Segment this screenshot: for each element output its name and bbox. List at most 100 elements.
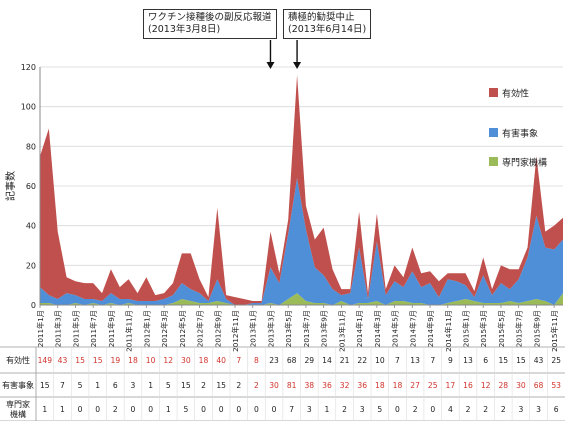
table-cell: 5 [78, 381, 83, 390]
table-cell: 27 [410, 381, 420, 390]
table-cell: 2 [254, 381, 259, 390]
legend-swatch [489, 128, 498, 137]
x-tick-label: 2015年9月 [532, 310, 541, 347]
legend-label: 専門家機構 [502, 157, 547, 169]
table-cell: 7 [289, 405, 294, 414]
table-cell: 13 [463, 356, 473, 365]
table-cell: 5 [166, 381, 171, 390]
area-series-1 [40, 178, 563, 305]
y-tick-label: 60 [26, 182, 36, 191]
table-cell: 8 [254, 356, 259, 365]
annotation-arrow-head [293, 62, 302, 69]
annotation-arrow-head [266, 62, 275, 69]
table-cell: 15 [181, 381, 191, 390]
y-tick-label: 100 [21, 103, 36, 112]
table-cell: 10 [146, 356, 156, 365]
y-tick-label: 40 [26, 222, 36, 231]
table-cell: 0 [78, 405, 83, 414]
table-cell: 12 [481, 381, 491, 390]
table-cell: 0 [254, 405, 259, 414]
table-cell: 15 [216, 381, 226, 390]
table-cell: 149 [38, 356, 53, 365]
y-tick-label: 0 [31, 301, 36, 310]
y-tick-label: 20 [26, 261, 36, 270]
table-cell: 30 [181, 356, 191, 365]
table-cell: 1 [166, 405, 171, 414]
x-tick-label: 2014年3月 [373, 310, 382, 347]
x-tick-label: 2013年11月 [337, 310, 346, 352]
table-cell: 3 [307, 405, 312, 414]
table-cell: 6 [483, 356, 488, 365]
legend-label: 有効性 [502, 88, 529, 100]
area-layer [40, 74, 563, 306]
table-cell: 16 [463, 381, 473, 390]
table-cell: 3 [360, 405, 365, 414]
table-cell: 6 [113, 381, 118, 390]
table-cell: 43 [534, 356, 544, 365]
table-cell: 2 [201, 381, 206, 390]
table-cell: 25 [428, 381, 438, 390]
table-cell: 23 [269, 356, 279, 365]
area-series-0 [40, 293, 563, 305]
x-tick-label: 2013年7月 [302, 310, 311, 347]
table-cell: 2 [466, 405, 471, 414]
table-row-label: 有害事象 [2, 380, 34, 390]
x-tick-label: 2013年3月 [266, 310, 275, 347]
x-tick-label: 2011年3月 [54, 310, 63, 347]
x-tick-label: 2012年11月 [231, 310, 240, 352]
x-tick-label: 2011年11月 [125, 310, 134, 352]
x-tick-label: 2014年5月 [391, 310, 400, 347]
legend-swatch [489, 88, 498, 97]
table-cell: 12 [163, 356, 173, 365]
table-cell: 43 [58, 356, 68, 365]
table-cell: 15 [40, 381, 50, 390]
table-cell: 0 [272, 405, 277, 414]
table-cell: 68 [534, 381, 544, 390]
table-cell: 3 [518, 405, 523, 414]
x-tick-label: 2015年11月 [550, 310, 559, 352]
x-tick-label: 2012年9月 [213, 310, 222, 347]
table-cell: 17 [446, 381, 456, 390]
table-cell: 0 [395, 405, 400, 414]
table-cell: 1 [42, 405, 47, 414]
table-cell: 3 [536, 405, 541, 414]
x-tick-label: 2011年7月 [89, 310, 98, 347]
table-cell: 25 [551, 356, 561, 365]
table-cell: 0 [148, 405, 153, 414]
table-cell: 0 [219, 405, 224, 414]
x-tick-label: 2013年5月 [284, 310, 293, 347]
table-cell: 38 [304, 381, 314, 390]
x-tick-label: 2015年1月 [461, 310, 470, 347]
annotation-recommendation-stop-date: (2013年6月14日) [288, 24, 367, 35]
annotation-media-report-title: ワクチン接種後の副反応報道 [148, 12, 272, 23]
table-cell: 19 [111, 356, 121, 365]
table-cell: 32 [340, 381, 350, 390]
table-cell: 18 [375, 381, 385, 390]
y-axis-label: 記事数 [4, 171, 17, 201]
table-cell: 2 [113, 405, 118, 414]
table-cell: 15 [75, 356, 85, 365]
table-cell: 40 [216, 356, 226, 365]
table-cell: 9 [448, 356, 453, 365]
table-cell: 1 [95, 381, 100, 390]
table-cell: 30 [269, 381, 279, 390]
table-cell: 0 [95, 405, 100, 414]
x-tick-label: 2014年1月 [355, 310, 364, 347]
annotation-recommendation-stop: 積極的勧奨中止 (2013年6月14日) [283, 9, 372, 39]
table-cell: 1 [325, 405, 330, 414]
legend-swatch [489, 157, 498, 166]
table-cell: 53 [551, 381, 561, 390]
table-cell: 5 [183, 405, 188, 414]
x-tick-label: 2012年3月 [160, 310, 169, 347]
table-cell: 2 [501, 405, 506, 414]
table-cell: 14 [322, 356, 332, 365]
table-cell: 18 [199, 356, 209, 365]
annotation-recommendation-stop-title: 積極的勧奨中止 [288, 12, 355, 23]
table-cell: 81 [287, 381, 297, 390]
table-cell: 0 [131, 405, 136, 414]
table-row-label: 専門家 [6, 399, 30, 409]
table-cell: 3 [131, 381, 136, 390]
table-cell: 30 [516, 381, 526, 390]
area-series-2 [40, 74, 563, 306]
